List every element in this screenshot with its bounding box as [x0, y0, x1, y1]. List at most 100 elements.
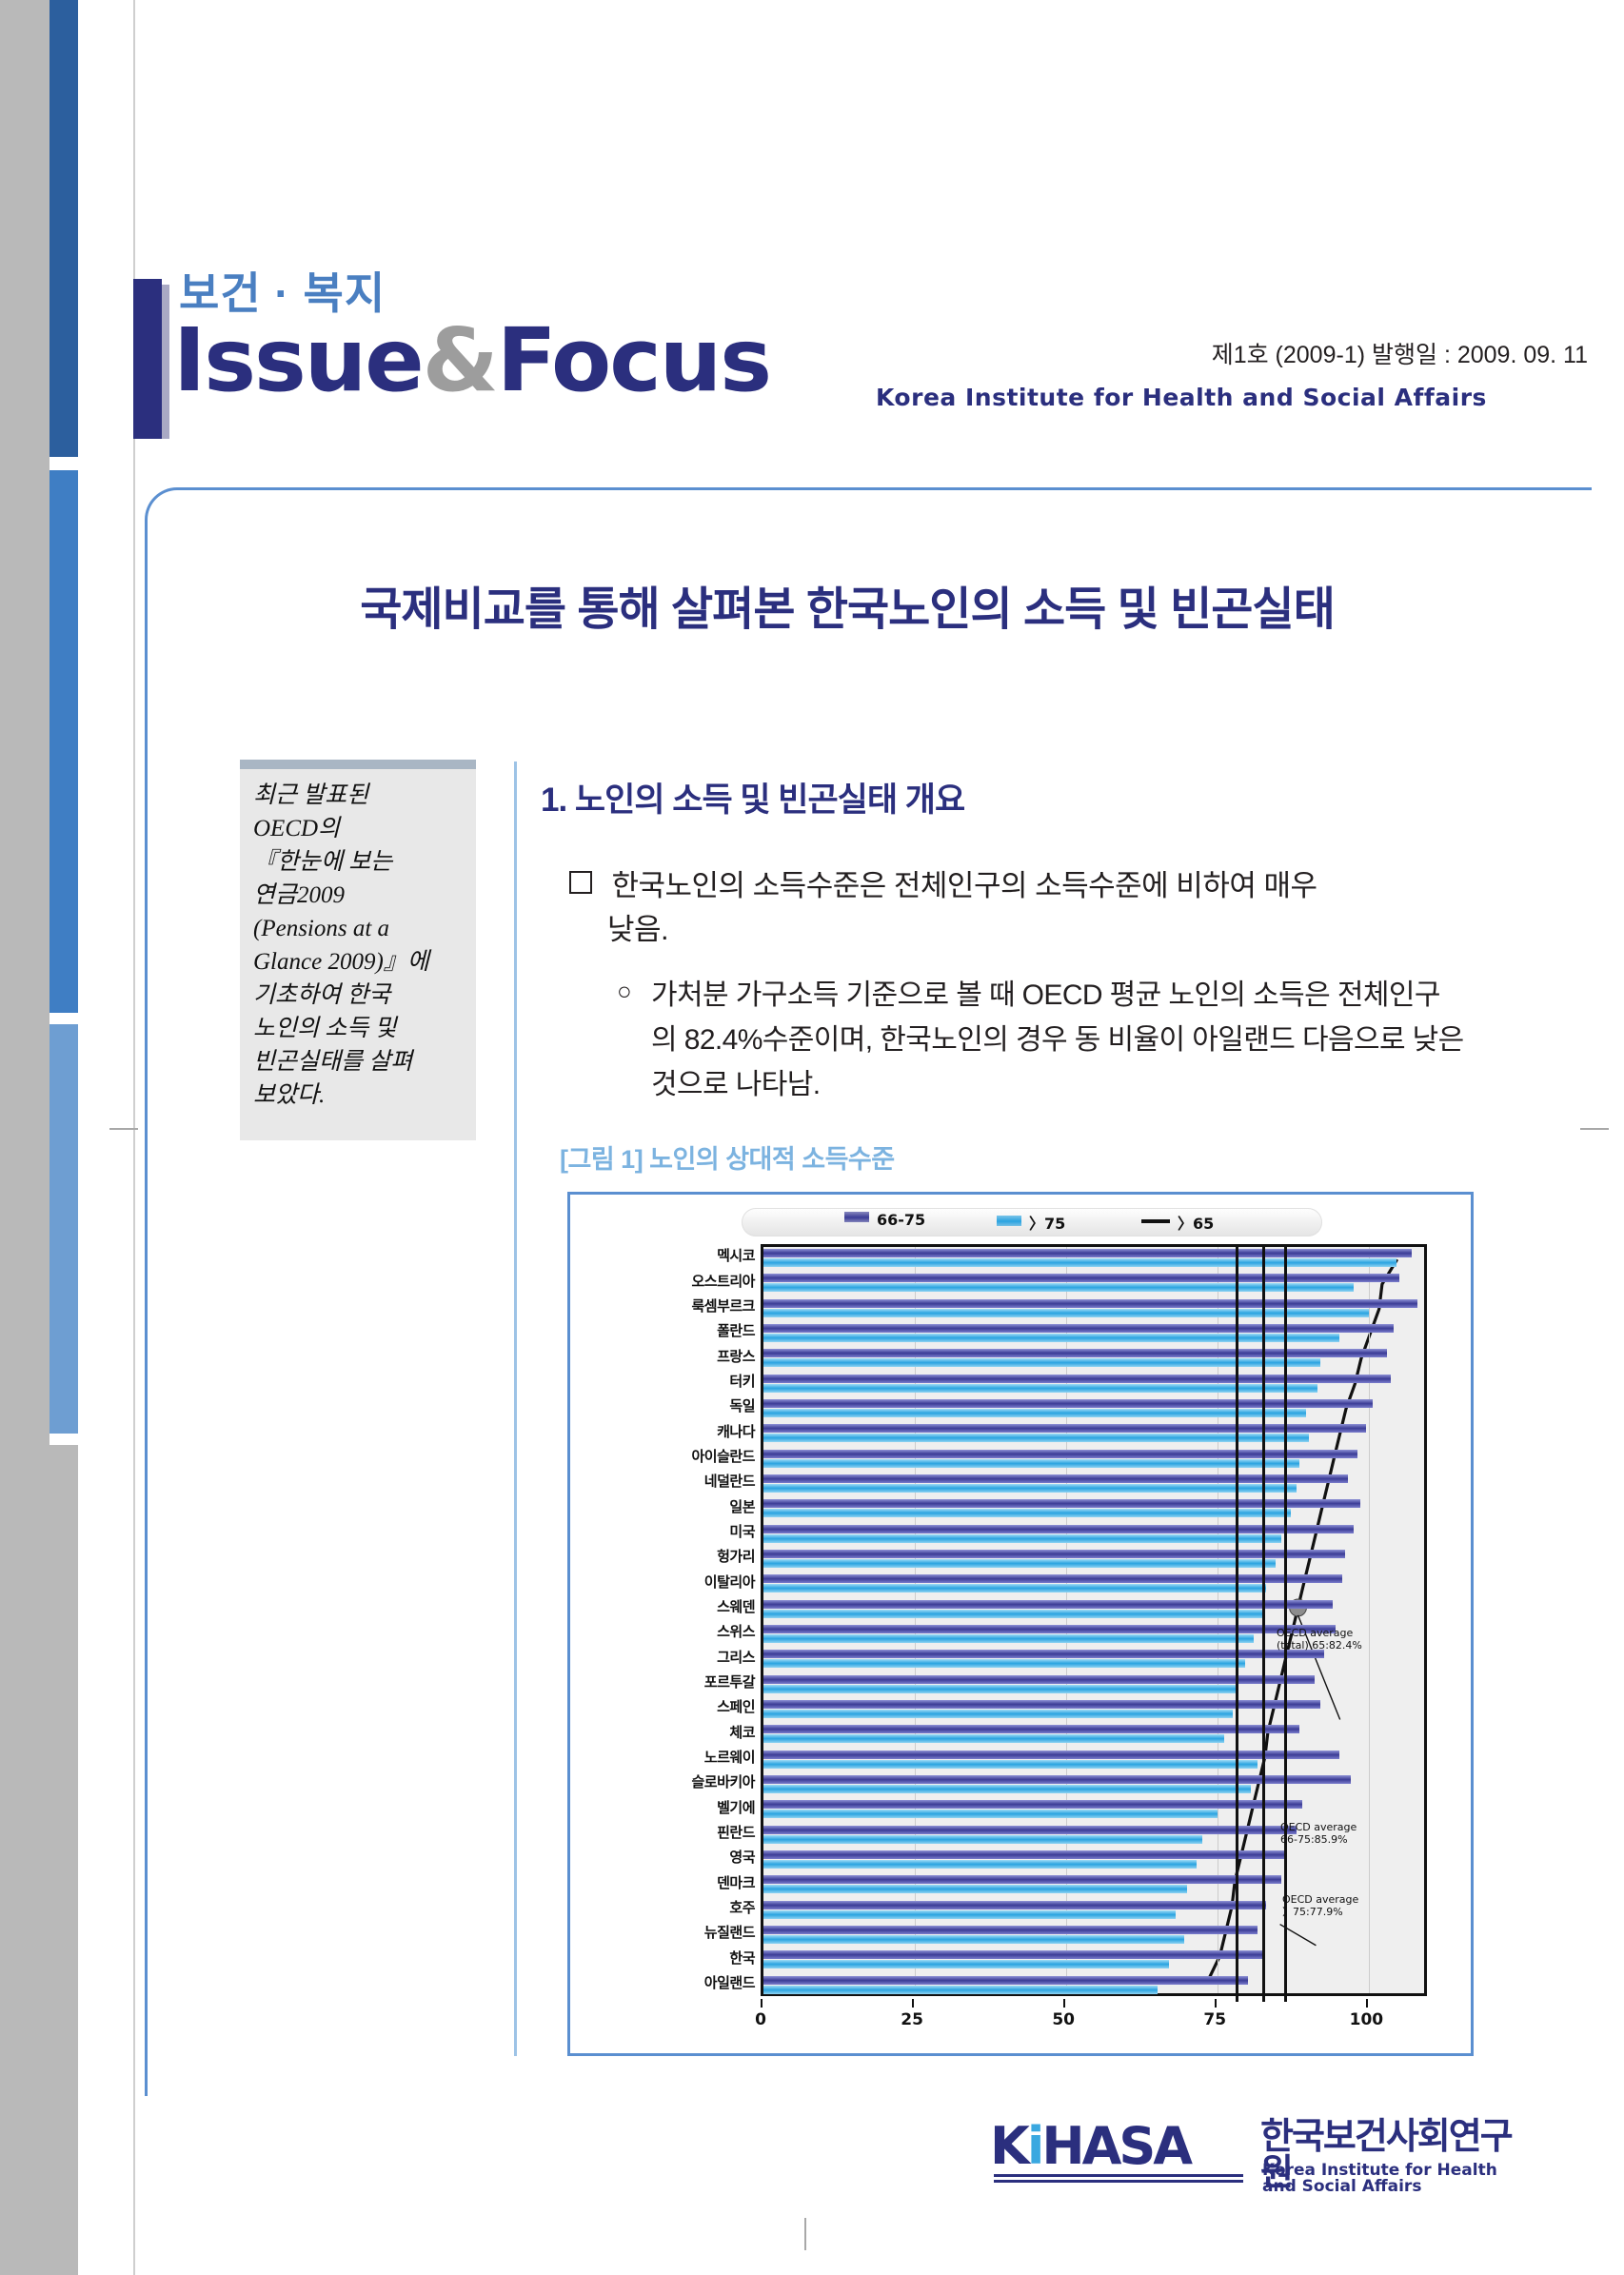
- y-axis-category-label: 폴란드: [717, 1323, 755, 1340]
- bar-series-over-75: [763, 1634, 1255, 1643]
- sidebar-rail-gap-3: [50, 1434, 78, 1445]
- bar-series-66-75: [763, 1750, 1339, 1759]
- bar-series-66-75: [763, 1674, 1316, 1684]
- crop-mark-left: [109, 1128, 138, 1130]
- bar-series-66-75: [763, 1298, 1418, 1308]
- y-axis-category-label: 핀란드: [717, 1824, 755, 1841]
- bar-series-over-75: [763, 1258, 1396, 1267]
- sidebar-quote-text: 최근 발표된 OECD의 『한눈에 보는 연금2009 (Pensions at…: [253, 782, 429, 1108]
- y-axis-category-label: 스웨덴: [717, 1598, 755, 1615]
- bar-series-over-75: [763, 1710, 1234, 1718]
- sidebar-quote-box-cap: [240, 760, 476, 769]
- legend-item-1: 66-75: [844, 1211, 925, 1234]
- chart-plot-area: [761, 1244, 1427, 2002]
- bar-series-over-75: [763, 1985, 1158, 1994]
- kihasa-letter-i: i: [1026, 2116, 1044, 2176]
- bar-series-over-75: [763, 1659, 1245, 1669]
- footer-institute-english: Korea Institute for Health and Social Af…: [1262, 2161, 1497, 2196]
- x-axis-tick-label: 100: [1349, 2010, 1384, 2029]
- legend-item-2: 〉75: [997, 1211, 1065, 1234]
- bar-series-66-75: [763, 1574, 1342, 1584]
- y-axis-category-label: 스페인: [717, 1699, 755, 1716]
- y-axis-category-label: 포르투갈: [703, 1673, 756, 1691]
- bar-series-66-75: [763, 1274, 1400, 1283]
- y-axis-category-label: 뉴질랜드: [703, 1925, 756, 1942]
- footer-logo: KiHASA 한국보건사회연구원 Korea Institute for Hea…: [990, 2115, 1523, 2197]
- bar-series-66-75: [763, 1399, 1373, 1408]
- page-spine-line: [133, 0, 135, 2275]
- bar-series-66-75: [763, 1650, 1324, 1659]
- page-title: 국제비교를 통해 살펴본 한국노인의 소득 및 빈곤실태: [360, 584, 1336, 635]
- bar-series-66-75: [763, 1349, 1388, 1358]
- bar-series-over-75: [763, 1584, 1267, 1593]
- chart-y-axis-labels: 멕시코 오스트리아 룩셈부르크 폴란드 프랑스 터키 독일 캐나다 아이슬란드 네덜란드 일본 미국 헝…: [570, 1244, 761, 1996]
- bar-series-over-75: [763, 1434, 1309, 1443]
- y-axis-category-label: 오스트리아: [691, 1273, 755, 1290]
- y-axis-category-label: 독일: [729, 1398, 755, 1415]
- bar-series-over-75: [763, 1509, 1291, 1518]
- bar-series-over-75: [763, 1334, 1339, 1342]
- bar-series-66-75: [763, 1725, 1300, 1734]
- y-axis-category-label: 아이슬란드: [691, 1448, 755, 1465]
- sidebar-rail-gap-2: [50, 1013, 78, 1024]
- x-axis-tick-label: 50: [1052, 2010, 1076, 2029]
- bar-series-66-75: [763, 1249, 1412, 1257]
- y-axis-category-label: 일본: [729, 1498, 755, 1515]
- y-axis-category-label: 헝가리: [717, 1549, 755, 1566]
- x-axis-tick: [912, 1999, 915, 2008]
- chart-gridline: [1066, 1247, 1068, 1993]
- bar-series-66-75: [763, 1625, 1337, 1633]
- legend-bar-swatch: [844, 1212, 869, 1222]
- legend-label: 66-75: [877, 1211, 926, 1229]
- chart-gridline: [915, 1247, 917, 1993]
- bar-series-66-75: [763, 1599, 1334, 1609]
- sidebar-quote-box: [240, 760, 476, 1140]
- y-axis-category-label: 한국: [729, 1949, 755, 1967]
- masthead: 보건 · 복지 Issue&Focus Korea Institute for …: [124, 262, 1590, 452]
- bar-series-over-75: [763, 1785, 1252, 1793]
- masthead-korean-label: 보건 · 복지: [179, 268, 386, 318]
- bar-series-over-75: [763, 1358, 1321, 1368]
- masthead-word-focus: Focus: [496, 309, 772, 411]
- bar-series-over-75: [763, 1283, 1355, 1293]
- y-axis-category-label: 아일랜드: [703, 1974, 756, 1991]
- annotation-oecd-total: OECD average (total) 65:82.4%: [1277, 1627, 1362, 1652]
- bar-series-66-75: [763, 1550, 1345, 1558]
- bar-series-over-75: [763, 1484, 1297, 1493]
- x-axis-tick-label: 75: [1203, 2010, 1227, 2029]
- reference-line-3: [1235, 1244, 1238, 2002]
- circle-bullet-icon: ○: [617, 977, 632, 1005]
- bar-series-66-75: [763, 1499, 1360, 1509]
- chart-plot-area-wrapper: 멕시코 오스트리아 룩셈부르크 폴란드 프랑스 터키 독일 캐나다 아이슬란드 네덜란드 일본 미국 헝…: [570, 1244, 1471, 2053]
- annotation-oecd-66-75: OECD average 66-75:85.9%: [1280, 1821, 1357, 1846]
- masthead-wordmark: Issue&Focus: [173, 317, 772, 405]
- bar-series-66-75: [763, 1775, 1352, 1784]
- bar-series-over-75: [763, 1383, 1318, 1393]
- bar-series-66-75: [763, 1900, 1267, 1909]
- bar-series-66-75: [763, 1474, 1349, 1483]
- bar-series-over-75: [763, 1759, 1258, 1769]
- x-axis-tick: [1063, 1999, 1066, 2008]
- bar-series-66-75: [763, 1449, 1357, 1458]
- bar-series-over-75: [763, 1810, 1218, 1819]
- footer-institute-korean: 한국보건사회연구원: [1260, 2117, 1514, 2193]
- y-axis-category-label: 슬로바키아: [691, 1774, 755, 1791]
- annotation-oecd-over-75: OECD average 〉75:77.9%: [1282, 1893, 1359, 1918]
- y-axis-category-label: 미국: [729, 1523, 755, 1540]
- bar-series-over-75: [763, 1960, 1170, 1969]
- bar-series-over-75: [763, 1909, 1176, 1919]
- kihasa-wordmark: KiHASA: [990, 2121, 1193, 2172]
- bar-series-over-75: [763, 1559, 1276, 1568]
- y-axis-category-label: 캐나다: [717, 1423, 755, 1440]
- bullet-item-2-text: 가처분 가구소득 기준으로 볼 때 OECD 평균 노인의 소득은 전체인구의 …: [651, 979, 1464, 1100]
- bar-series-66-75: [763, 1374, 1391, 1383]
- y-axis-category-label: 덴마크: [717, 1874, 755, 1891]
- bar-series-66-75: [763, 1975, 1249, 1985]
- sidebar-rail-grey: [50, 1445, 78, 2275]
- bar-series-over-75: [763, 1834, 1203, 1844]
- legend-label: 〉65: [1178, 1215, 1215, 1233]
- bar-series-over-75: [763, 1308, 1370, 1317]
- bar-series-66-75: [763, 1950, 1263, 1960]
- square-bullet-icon: [569, 871, 592, 894]
- bar-series-over-75: [763, 1860, 1197, 1869]
